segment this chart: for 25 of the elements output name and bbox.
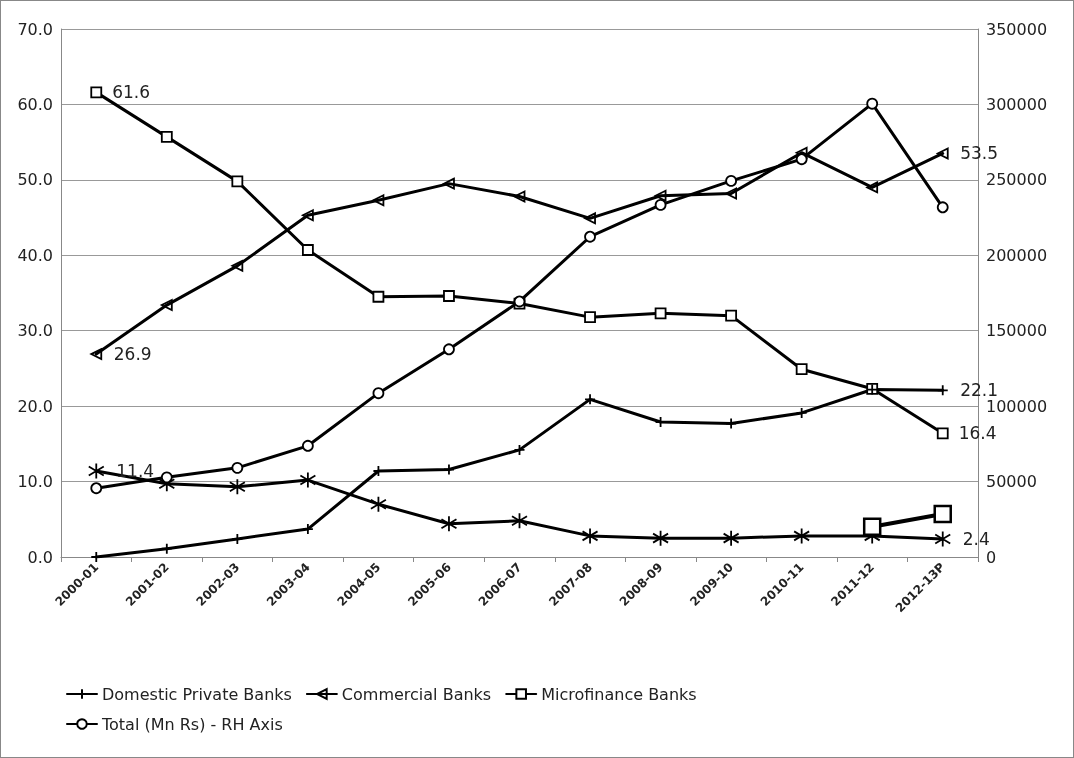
y-tick-label: 10.0 bbox=[17, 472, 53, 492]
data-label: 53.5 bbox=[960, 143, 999, 164]
y-tick-label: 0.0 bbox=[27, 547, 53, 567]
y2-tick-label: 150000 bbox=[986, 321, 1048, 341]
y2-tick-label: 50000 bbox=[986, 472, 1037, 492]
y2-tick-label: 0 bbox=[986, 547, 997, 567]
data-label: 2.4 bbox=[962, 528, 990, 549]
y-tick-label: 70.0 bbox=[17, 19, 53, 39]
data-label: 11.4 bbox=[116, 461, 155, 482]
data-label: 26.9 bbox=[113, 344, 152, 365]
y-tick-label: 30.0 bbox=[17, 321, 53, 341]
y-tick-label: 20.0 bbox=[17, 396, 53, 416]
y2-tick-label: 300000 bbox=[986, 94, 1048, 114]
legend-label: Total (Mn Rs) - RH Axis bbox=[101, 714, 283, 734]
legend-label: Commercial Banks bbox=[341, 684, 492, 704]
y2-tick-label: 350000 bbox=[986, 19, 1048, 39]
y-tick-label: 50.0 bbox=[17, 170, 53, 190]
y2-tick-label: 250000 bbox=[986, 170, 1048, 190]
data-label: 16.4 bbox=[958, 423, 997, 444]
y-tick-label: 60.0 bbox=[17, 94, 53, 114]
legend-label: Domestic Private Banks bbox=[102, 684, 292, 704]
legend-label: Microfinance Banks bbox=[541, 684, 697, 704]
y2-tick-label: 200000 bbox=[986, 245, 1048, 265]
data-label: 61.6 bbox=[112, 82, 151, 103]
y-tick-label: 40.0 bbox=[17, 245, 53, 265]
